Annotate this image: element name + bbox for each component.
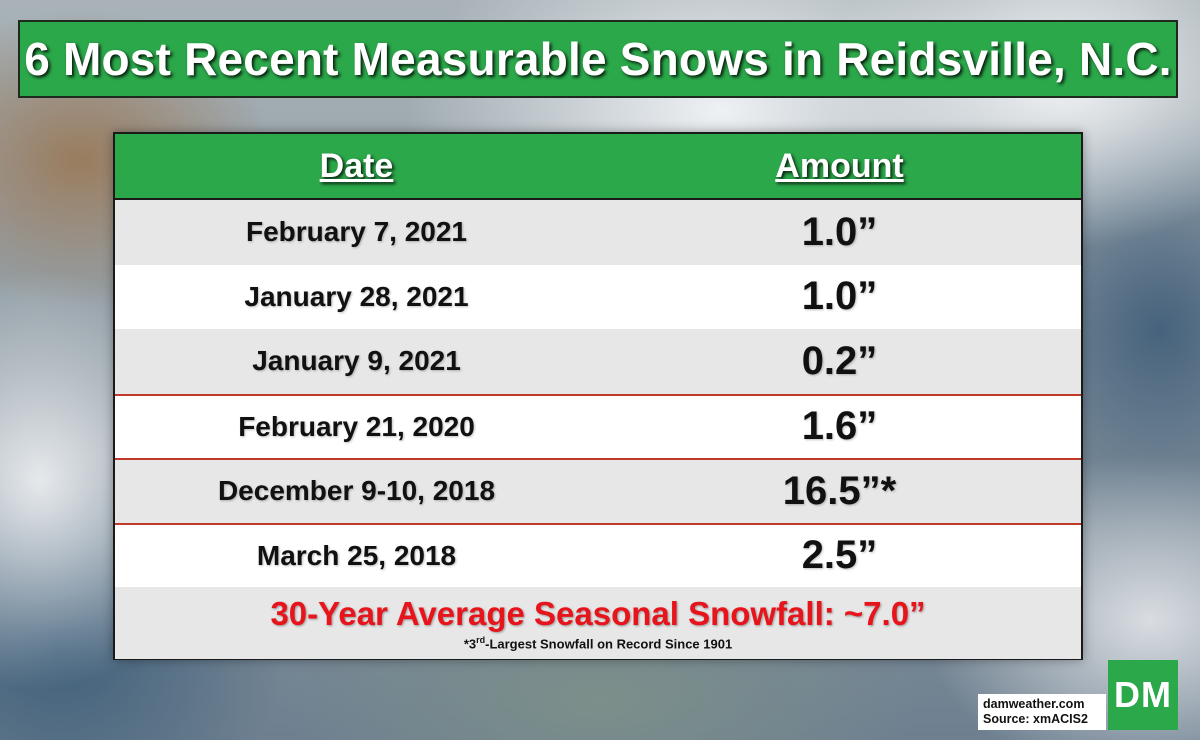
logo: DM bbox=[1108, 660, 1178, 730]
row-amount: 0.2” bbox=[801, 338, 878, 383]
table-row: February 7, 2021 1.0” bbox=[115, 200, 1081, 265]
credit-box: damweather.com Source: xmACIS2 bbox=[978, 694, 1106, 730]
row-amount: 2.5” bbox=[801, 533, 878, 578]
title-banner: 6 Most Recent Measurable Snows in Reidsv… bbox=[18, 20, 1178, 98]
row-date: December 9-10, 2018 bbox=[217, 475, 496, 507]
table-row: March 25, 2018 2.5” bbox=[115, 522, 1081, 587]
row-date: February 21, 2020 bbox=[238, 410, 475, 442]
table-row: February 21, 2020 1.6” bbox=[115, 393, 1081, 458]
header-amount-cell: Amount bbox=[598, 147, 1081, 186]
row-date: February 7, 2021 bbox=[245, 216, 468, 248]
row-date: January 9, 2021 bbox=[252, 345, 461, 377]
table-row: December 9-10, 2018 16.5”* bbox=[115, 458, 1081, 523]
row-amount: 1.6” bbox=[801, 404, 878, 449]
header-date: Date bbox=[319, 146, 394, 185]
source-credit: Source: xmACIS2 bbox=[983, 712, 1088, 726]
site-credit: damweather.com bbox=[983, 697, 1085, 711]
logo-text: DM bbox=[1114, 674, 1172, 715]
header-amount: Amount bbox=[775, 146, 904, 185]
header-date-cell: Date bbox=[115, 147, 598, 186]
footnote: *3rd-Largest Snowfall on Record Since 19… bbox=[463, 634, 733, 652]
row-amount: 1.0” bbox=[801, 274, 878, 319]
table-header: Date Amount bbox=[115, 134, 1081, 200]
table-row: January 9, 2021 0.2” bbox=[115, 329, 1081, 394]
page-title: 6 Most Recent Measurable Snows in Reidsv… bbox=[24, 33, 1172, 85]
row-date: March 25, 2018 bbox=[256, 539, 457, 571]
row-amount: 1.0” bbox=[801, 209, 878, 254]
table-footer: 30-Year Average Seasonal Snowfall: ~7.0”… bbox=[115, 587, 1081, 659]
row-amount: 16.5”* bbox=[782, 468, 897, 513]
seasonal-average: 30-Year Average Seasonal Snowfall: ~7.0” bbox=[270, 594, 926, 632]
row-date: January 28, 2021 bbox=[244, 280, 469, 312]
table-row: January 28, 2021 1.0” bbox=[115, 264, 1081, 329]
snowfall-table: Date Amount February 7, 2021 1.0” Januar… bbox=[113, 132, 1083, 660]
